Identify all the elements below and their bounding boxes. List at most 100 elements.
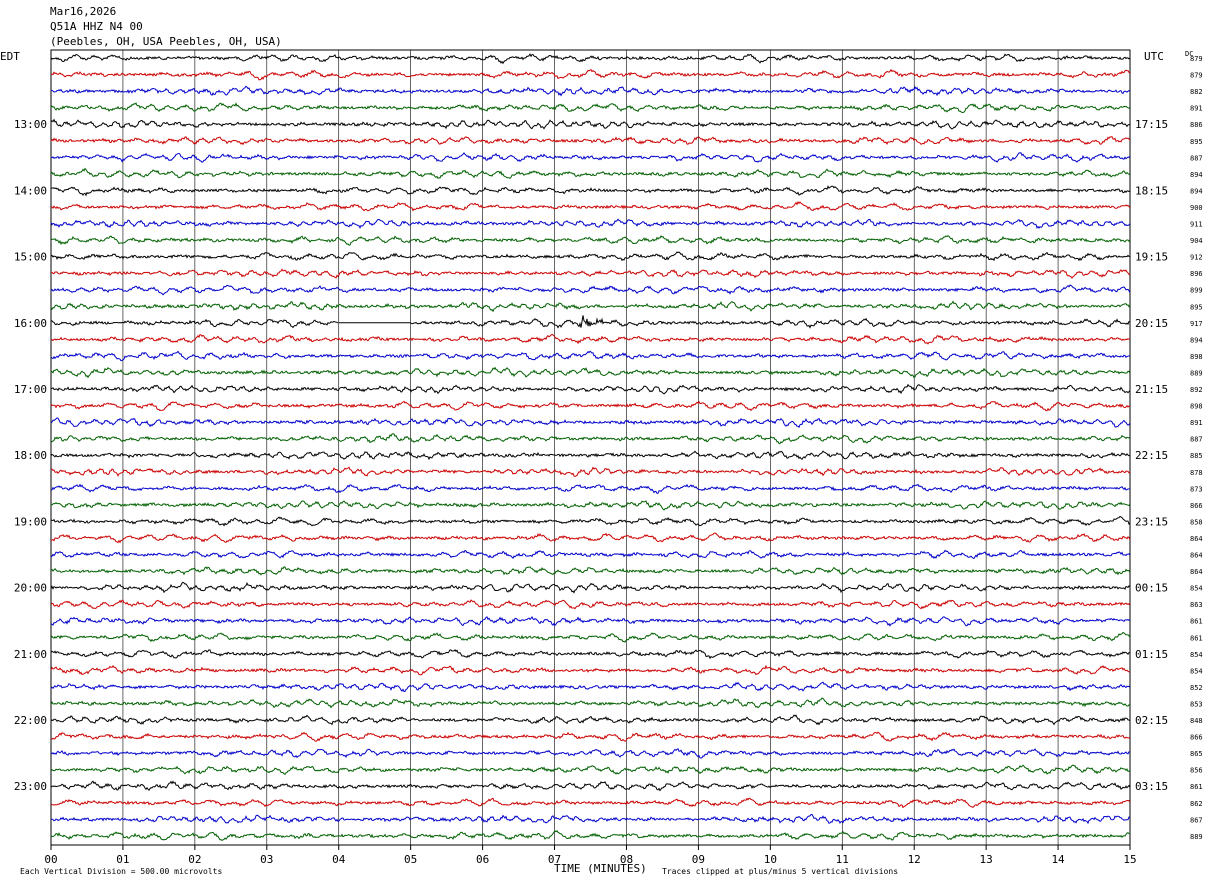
dc-offset-label: 862	[1190, 800, 1203, 808]
dc-offset-label: 879	[1190, 55, 1203, 63]
dc-offset-label: 898	[1190, 353, 1203, 361]
dc-offset-label: 861	[1190, 618, 1203, 626]
trace-7	[50, 167, 1131, 180]
dc-offset-label: 885	[1190, 452, 1203, 460]
trace-23	[50, 433, 1131, 445]
trace-10	[50, 218, 1131, 229]
left-hour-label: 16:00	[14, 317, 47, 330]
trace-31	[50, 566, 1131, 576]
trace-18	[50, 350, 1130, 362]
dc-offset-label: 892	[1190, 386, 1203, 394]
dc-offset-label: 900	[1190, 204, 1203, 212]
right-hour-label: 18:15	[1135, 184, 1168, 197]
scale-note: Each Vertical Division = 500.00 microvol…	[20, 867, 223, 876]
station-code: Q51A HHZ N4 00	[50, 20, 143, 33]
left-hour-label: 14:00	[14, 184, 47, 197]
trace-46	[51, 813, 1131, 825]
trace-20	[50, 383, 1131, 395]
trace-3	[50, 102, 1131, 114]
trace-41	[50, 731, 1131, 742]
x-tick-label: 10	[764, 853, 777, 866]
trace-43	[50, 764, 1131, 775]
x-tick-label: 07	[548, 853, 561, 866]
trace-16	[50, 315, 1131, 329]
right-hour-label: 19:15	[1135, 251, 1168, 264]
dc-offset-label: 865	[1190, 750, 1203, 758]
right-hour-label: 01:15	[1135, 648, 1168, 661]
dc-offset-label: 864	[1190, 552, 1203, 560]
dc-offset-label: 917	[1190, 320, 1203, 328]
trace-36	[50, 648, 1131, 660]
trace-4	[50, 118, 1131, 130]
left-hour-label: 13:00	[14, 118, 47, 131]
right-hour-label: 22:15	[1135, 449, 1168, 462]
dc-offset-label: 848	[1190, 717, 1203, 725]
trace-6	[50, 152, 1131, 163]
trace-45	[50, 797, 1131, 809]
dc-offset-label: 912	[1190, 254, 1203, 262]
right-hour-label: 03:15	[1135, 780, 1168, 793]
trace-29	[50, 532, 1131, 544]
trace-28	[50, 515, 1131, 527]
dc-offset-label: 858	[1190, 518, 1203, 526]
trace-19	[50, 366, 1131, 379]
x-tick-label: 00	[44, 853, 57, 866]
left-hour-label: 20:00	[14, 582, 47, 595]
dc-offset-label: 894	[1190, 336, 1203, 344]
trace-25	[50, 466, 1131, 477]
left-hour-label: 21:00	[14, 648, 47, 661]
trace-35	[50, 631, 1131, 643]
dc-offset-label: 898	[1190, 403, 1203, 411]
left-hour-label: 23:00	[14, 780, 47, 793]
right-hour-label: 00:15	[1135, 582, 1168, 595]
left-hour-label: 15:00	[14, 251, 47, 264]
x-tick-label: 03	[260, 853, 273, 866]
trace-1	[50, 68, 1131, 81]
dc-offset-label: 887	[1190, 154, 1203, 162]
dc-offset-label: 861	[1190, 783, 1203, 791]
dc-offset-label: 866	[1190, 502, 1203, 510]
dc-offset-label: 894	[1190, 171, 1203, 179]
dc-offset-label: 894	[1190, 187, 1203, 195]
trace-0	[50, 53, 1131, 65]
trace-2	[50, 85, 1131, 97]
dc-offset-label: 895	[1190, 303, 1203, 311]
trace-9	[51, 200, 1131, 212]
dc-offset-label: 854	[1190, 585, 1203, 593]
trace-39	[50, 697, 1131, 709]
right-hour-label: 20:15	[1135, 317, 1168, 330]
trace-17	[50, 333, 1131, 345]
x-tick-label: 08	[620, 853, 633, 866]
left-hour-label: 17:00	[14, 383, 47, 396]
dc-offset-label: 886	[1190, 121, 1203, 129]
trace-15	[50, 300, 1131, 313]
plot-date: Mar16,2026	[50, 5, 117, 18]
right-hour-label: 02:15	[1135, 714, 1168, 727]
xaxis-title: TIME (MINUTES)	[554, 862, 647, 875]
dc-offset-label: 889	[1190, 833, 1203, 841]
dc-offset-label: 887	[1190, 436, 1203, 444]
dc-offset-label: 882	[1190, 88, 1203, 96]
dc-offset-label: 911	[1190, 221, 1203, 229]
dc-offset-label: 854	[1190, 667, 1203, 675]
left-hour-label: 19:00	[14, 515, 47, 528]
trace-5	[50, 136, 1131, 146]
x-tick-label: 11	[836, 853, 849, 866]
dc-offset-label: 878	[1190, 469, 1203, 477]
dc-offset-label: 889	[1190, 369, 1203, 377]
dc-offset-label: 867	[1190, 816, 1203, 824]
x-tick-label: 02	[188, 853, 201, 866]
trace-26	[50, 483, 1131, 494]
x-tick-label: 15	[1123, 853, 1136, 866]
dc-offset-label: 853	[1190, 700, 1203, 708]
trace-22	[50, 417, 1131, 429]
dc-offset-label: 873	[1190, 485, 1203, 493]
x-tick-label: 05	[404, 853, 417, 866]
dc-offset-label: 879	[1190, 72, 1203, 80]
left-timezone: EDT	[0, 50, 20, 63]
dc-offset-label: 904	[1190, 237, 1203, 245]
x-tick-label: 12	[908, 853, 921, 866]
plot-frame	[50, 49, 1131, 846]
dc-offset-label: 861	[1190, 634, 1203, 642]
